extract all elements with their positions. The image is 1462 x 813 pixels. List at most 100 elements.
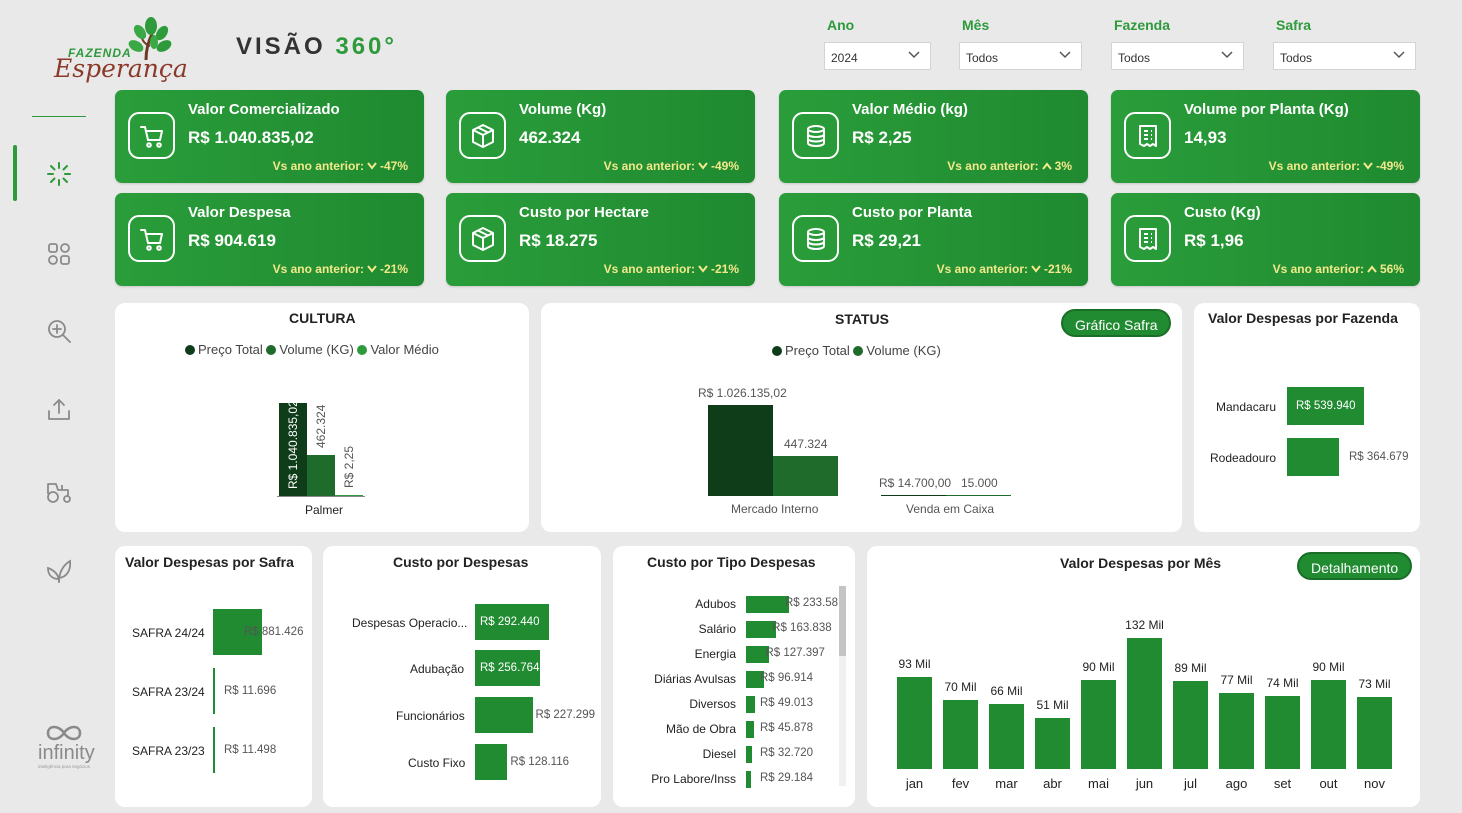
kpi-card: Volume (Kg) 462.324 Vs ano anterior: -49% (446, 90, 755, 183)
kpi-comparison-value: 3% (1054, 159, 1072, 173)
sidebar-item-home[interactable] (40, 155, 78, 193)
filter-month-dropdown[interactable]: Todos (959, 42, 1082, 70)
status-chart: R$ 1.026.135,02 447.324 Mercado Interno R$ … (541, 303, 1182, 532)
mes-data-label: 132 Mil (1125, 618, 1164, 632)
kpi-comparison-label: Vs ano anterior: (1268, 159, 1360, 173)
custo-category-label: Adubação (410, 662, 465, 676)
kpi-comparison-label: Vs ano anterior: (603, 159, 695, 173)
receipt-icon (1124, 215, 1171, 262)
kpi-comparison-label: Vs ano anterior: (947, 159, 1039, 173)
scrollbar-track[interactable] (839, 586, 846, 786)
legend-label: Volume (KG) (279, 342, 354, 357)
chevron-down-icon (1393, 51, 1405, 59)
tipo-data-label: R$ 32.720 (760, 747, 814, 759)
filter-farm-dropdown[interactable]: Todos (1111, 42, 1244, 70)
mes-data-label: 93 Mil (898, 656, 931, 671)
kpi-comparison: Vs ano anterior: -21% (937, 262, 1072, 276)
kpi-comparison: Vs ano anterior: 3% (947, 159, 1072, 173)
safra-title: Valor Despesas por Safra (125, 554, 294, 570)
status-bar (773, 456, 838, 496)
detalhamento-button[interactable]: Detalhamento (1297, 552, 1413, 580)
safra-data-label: R$ 11.498 (224, 744, 277, 756)
tipo-data-label: R$ 29.184 (760, 772, 814, 784)
mes-chart: 93 Mil jan 70 Mil fev 66 Mil mar 51 Mil abr 90 M… (867, 546, 1420, 807)
filter-season-dropdown[interactable]: Todos (1273, 42, 1416, 70)
database-icon (792, 215, 839, 262)
custo-bar (475, 604, 549, 640)
kpi-label: Custo (Kg) (1184, 204, 1261, 221)
fazenda-panel: Valor Despesas por Fazenda Mandacaru R$ 5… (1194, 303, 1420, 532)
kpi-comparison-value: -49% (710, 159, 739, 173)
mes-data-label: 90 Mil (1082, 659, 1115, 674)
filter-season-value: Todos (1280, 51, 1313, 65)
mes-category-label: abr (1043, 776, 1062, 791)
fazenda-bar (1287, 438, 1339, 476)
safra-bar (213, 727, 215, 773)
kpi-value: 462.324 (519, 128, 581, 147)
custo-data-label: R$ 292.440 (480, 616, 540, 628)
cultura-panel: CULTURA Preço Total Volume (KG) Valor Mé… (115, 303, 529, 532)
mes-data-label: 51 Mil (1036, 698, 1069, 713)
brand-logo: infinity inteligência para negócios (38, 722, 118, 772)
status-panel: STATUS Gráfico Safra Preço Total Volume … (541, 303, 1182, 532)
tipo-despesas-title: Custo por Tipo Despesas (647, 554, 816, 570)
mes-bar (1357, 696, 1392, 769)
tipo-data-label: R$ 45.878 (760, 722, 814, 734)
mes-bar (897, 676, 932, 769)
cultura-data-label: 462.324 (314, 404, 328, 448)
grafico-safra-button[interactable]: Gráfico Safra (1061, 309, 1172, 337)
mes-category-label: set (1273, 776, 1292, 791)
kpi-value: R$ 1.040.835,02 (188, 128, 314, 147)
database-icon (792, 112, 839, 159)
sidebar-item-export[interactable] (40, 391, 78, 429)
custo-despesas-panel: Custo por Despesas Despesas Operacio... R… (323, 546, 601, 807)
kpi-comparison-label: Vs ano anterior: (603, 262, 695, 276)
logo-bottom-text: Esperança (54, 54, 188, 83)
mes-category-label: jan (905, 776, 924, 791)
sidebar-active-indicator (13, 145, 17, 201)
sidebar-item-zoom[interactable] (40, 312, 78, 350)
loading-spinner-icon (47, 162, 71, 186)
mes-bar (1081, 679, 1116, 769)
filter-season-label: Safra (1276, 17, 1312, 33)
mes-data-label: 70 Mil (944, 679, 977, 694)
mes-category-label: nov (1364, 776, 1385, 791)
cart-icon (128, 215, 175, 262)
safra-category-label: SAFRA 23/23 (132, 744, 205, 758)
scrollbar-thumb[interactable] (839, 586, 846, 656)
mes-bar (1219, 692, 1254, 769)
logo-divider (32, 116, 86, 117)
kpi-comparison-value: -21% (379, 262, 408, 276)
kpi-card: Valor Despesa R$ 904.619 Vs ano anterior: -… (115, 193, 424, 286)
legend-label: Preço Total (785, 343, 850, 358)
filter-farm-value: Todos (1118, 51, 1151, 65)
upload-icon (48, 399, 70, 420)
arrow-down-icon (367, 162, 377, 170)
tipo-despesas-chart: Adubos R$ 233.581 Salário R$ 163.838 Energia… (613, 546, 855, 807)
safra-category-label: SAFRA 24/24 (132, 626, 205, 640)
leaf-icon (47, 559, 72, 583)
kpi-comparison: Vs ano anterior: -47% (273, 159, 408, 173)
sidebar-item-tractor[interactable] (40, 472, 78, 510)
custo-bar (475, 697, 533, 733)
kpi-label: Valor Médio (kg) (852, 101, 968, 118)
status-data-label: R$ 14.700,00 (879, 475, 952, 490)
safra-bar (213, 668, 215, 714)
custo-despesas-title: Custo por Despesas (393, 554, 529, 570)
sidebar-item-plants[interactable] (40, 552, 78, 590)
kpi-value: R$ 904.619 (188, 231, 276, 250)
cultura-chart: R$ 1.040.835,02 462.324 R$ 2,25 Palmer (115, 303, 529, 532)
sidebar-item-apps[interactable] (40, 235, 78, 273)
kpi-label: Custo por Planta (852, 204, 973, 221)
legend-dot (853, 346, 864, 356)
mes-data-label: 73 Mil (1358, 676, 1391, 691)
kpi-label: Volume por Planta (Kg) (1184, 101, 1349, 118)
tipo-category-label: Diárias Avulsas (654, 672, 736, 686)
box-icon (459, 215, 506, 262)
mes-data-label: 74 Mil (1266, 675, 1299, 690)
filter-year-dropdown[interactable]: 2024 (824, 42, 931, 70)
tipo-category-label: Energia (694, 647, 736, 661)
safra-category-label: SAFRA 23/24 (132, 685, 205, 699)
chevron-down-icon (1221, 51, 1233, 59)
safra-data-label: R$ 11.696 (224, 685, 277, 697)
